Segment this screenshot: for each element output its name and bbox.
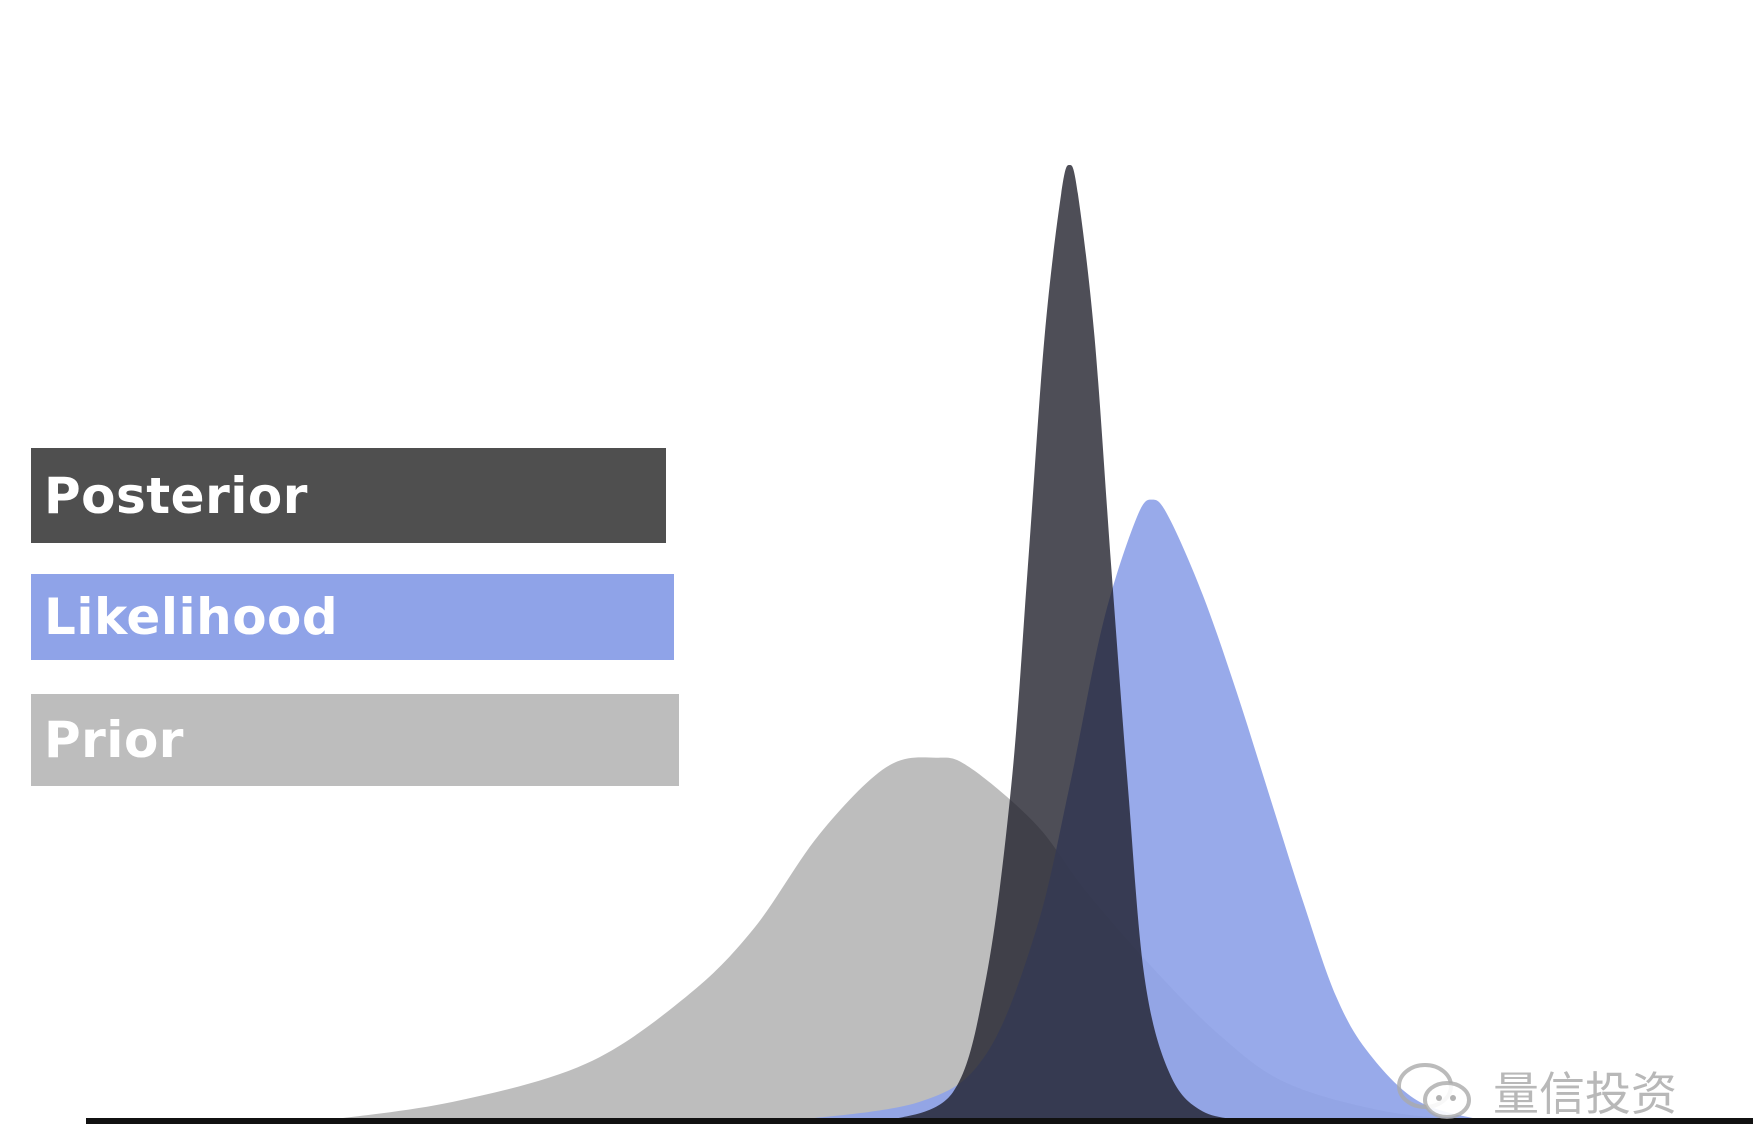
legend-prior: Prior (31, 694, 679, 786)
wechat-icon (1397, 1063, 1471, 1119)
series-posterior-area (886, 165, 1253, 1121)
watermark: 量信投资 (1395, 1058, 1677, 1124)
legend-posterior-label: Posterior (44, 466, 308, 525)
legend-posterior: Posterior (31, 448, 666, 543)
legend-likelihood-label: Likelihood (44, 588, 339, 646)
legend-likelihood: Likelihood (31, 574, 674, 660)
legend-prior-label: Prior (44, 711, 184, 769)
series-likelihood-area (786, 499, 1487, 1122)
watermark-text: 量信投资 (1493, 1067, 1677, 1121)
density-curves (319, 165, 1487, 1122)
